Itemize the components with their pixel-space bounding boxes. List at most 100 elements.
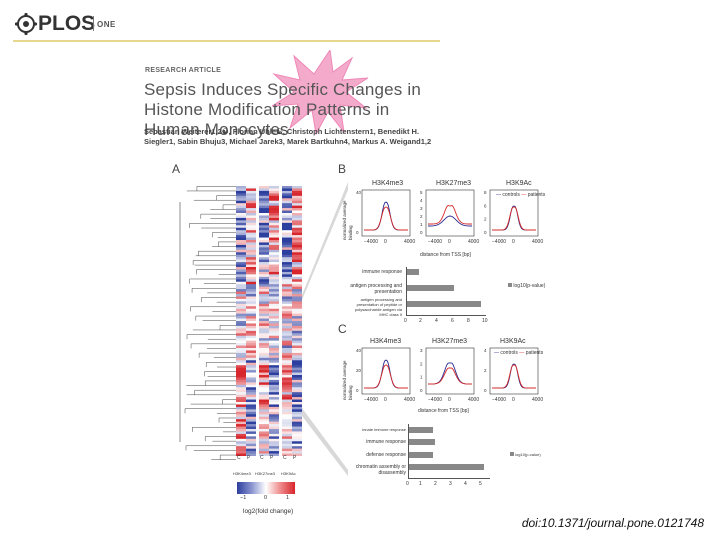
heatmap-cell (282, 195, 292, 199)
heatmap-cell (292, 222, 302, 226)
heatmap-cell (269, 426, 279, 430)
heatmap-cell (282, 274, 292, 278)
heatmap-cell (236, 316, 246, 319)
heatmap-cell (292, 311, 302, 314)
go-legend-swatch (510, 452, 514, 456)
heatmap-cell (246, 271, 256, 275)
profile-xtick: 0 (512, 397, 515, 403)
go-axis (406, 315, 486, 316)
heatmap-cell (269, 289, 279, 292)
heatmap-cell (292, 414, 302, 418)
heatmap-cell (236, 311, 246, 314)
heatmap-cell (282, 188, 292, 192)
heatmap-cell (269, 352, 279, 356)
heatmap-cell (269, 298, 279, 302)
heatmap-cell (259, 232, 269, 236)
heatmap-cell (236, 360, 246, 364)
heatmap-cell (282, 392, 292, 395)
heatmap-cell (269, 281, 279, 285)
heatmap-cell (259, 274, 269, 278)
heatmap-cell (292, 203, 302, 206)
heatmap-cell (269, 195, 279, 199)
heatmap-cell (292, 448, 302, 452)
heatmap-cell (246, 402, 256, 405)
heatmap-cell (259, 382, 269, 386)
heatmap-cell (269, 433, 279, 437)
heatmap-cell (236, 421, 246, 425)
profile-ytick: 8 (484, 190, 487, 195)
heatmap-cell (246, 352, 256, 356)
heatmap-cell (236, 419, 246, 422)
heatmap-cell (259, 289, 269, 292)
heatmap-cell (236, 188, 246, 192)
heatmap-cell (246, 276, 256, 280)
heatmap-cell (259, 195, 269, 199)
profile-xtick: 0 (384, 239, 387, 245)
heatmap-cell (269, 267, 279, 270)
heatmap-cell (246, 426, 256, 430)
heatmap-cell (292, 382, 302, 386)
heatmap-cell (269, 240, 279, 243)
heatmap-cell (292, 264, 302, 268)
heatmap-cell (236, 235, 246, 238)
heatmap-cell (236, 198, 246, 202)
heatmap-cell (282, 264, 292, 268)
heatmap-cell (236, 313, 246, 317)
heatmap-cell (246, 411, 256, 415)
heatmap-cell (269, 355, 279, 359)
go-axis (406, 267, 407, 315)
go-xtick: 10 (482, 318, 488, 324)
heatmap-cell (269, 227, 279, 231)
heatmap-cell (292, 240, 302, 243)
profile-ytick: 20 (356, 368, 362, 373)
heatmap-cell (236, 406, 246, 410)
heatmap-cell (269, 375, 279, 378)
heatmap-cell (246, 279, 256, 283)
heatmap-cell (292, 267, 302, 270)
heatmap-cell (282, 203, 292, 206)
heatmap-cell (292, 419, 302, 422)
profile-ytick: 0 (356, 230, 359, 235)
heatmap-cell (269, 190, 279, 194)
heatmap-cell (236, 365, 246, 368)
col-label: P (247, 455, 251, 461)
heatmap-cell (292, 441, 302, 445)
heatmap-cell (259, 340, 269, 344)
heatmap-cell (236, 252, 246, 256)
heatmap-cell (292, 217, 302, 221)
heatmap-cell (269, 429, 279, 432)
heatmap-cell (236, 321, 246, 324)
go-xtick: 8 (467, 318, 470, 324)
heatmap-cell (292, 220, 302, 224)
heatmap-cell (269, 365, 279, 368)
heatmap-cell (236, 392, 246, 395)
heatmap-cell (282, 267, 292, 270)
heatmap-cell (282, 372, 292, 376)
heatmap-cell (246, 190, 256, 194)
heatmap-cell (292, 338, 302, 341)
heatmap-cell (282, 291, 292, 295)
heatmap-cell (259, 384, 269, 388)
heatmap-cell (246, 254, 256, 258)
heatmap-cell (236, 431, 246, 435)
heatmap-cell (269, 271, 279, 275)
heatmap-cell (269, 345, 279, 349)
heatmap-cell (282, 426, 292, 430)
heatmap-cell (246, 318, 256, 322)
heatmap-cell (282, 205, 292, 209)
heatmap-cell (236, 249, 246, 253)
heatmap-cell (246, 375, 256, 378)
heatmap-cell (246, 213, 256, 216)
heatmap-cell (269, 318, 279, 322)
heatmap-cell (292, 193, 302, 197)
heatmap-cell (292, 254, 302, 258)
heatmap-cell (282, 200, 292, 204)
heatmap-cell (269, 286, 279, 290)
heatmap-cell (292, 377, 302, 381)
heatmap-cell (269, 308, 279, 312)
heatmap-cell (269, 244, 279, 248)
colorbar-tick: −1 (240, 495, 247, 501)
heatmap-cell (292, 416, 302, 420)
heatmap-cell (292, 284, 302, 287)
profile-title: H3K9Ac (506, 180, 532, 187)
